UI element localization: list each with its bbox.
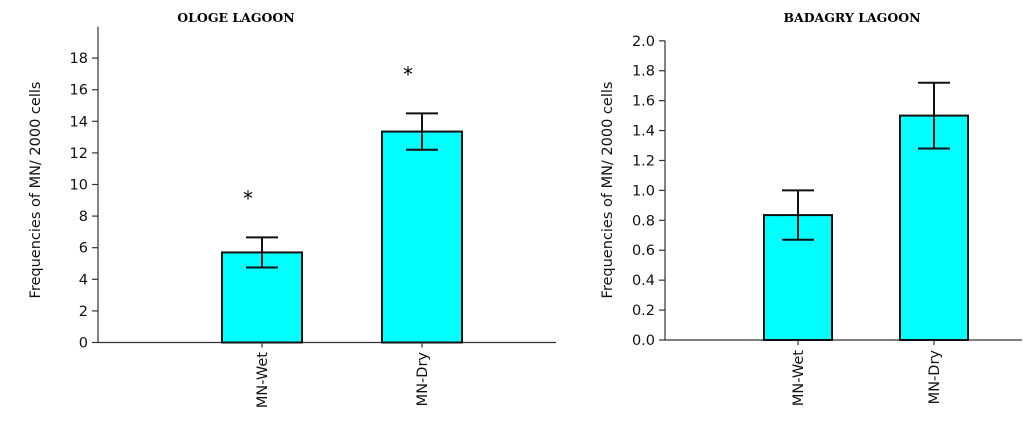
y-tick-label: 1.8 [632, 64, 655, 80]
y-tick-label: 6 [79, 241, 88, 257]
y-axis-label: Frequencies of MN/ 2000 cells [600, 82, 616, 299]
y-tick-label: 4 [79, 272, 88, 288]
y-tick-label: 0 [79, 336, 88, 352]
category-label: MN-Dry [927, 350, 943, 405]
y-tick-label: 8 [79, 209, 88, 225]
y-tick-label: 12 [70, 146, 88, 162]
chart-title: BADAGRY LAGOON [783, 10, 920, 25]
badagry-lagoon-chart: BADAGRY LAGOON Frequencies of MN/ 2000 ce… [600, 10, 1022, 406]
y-tick-label: 2.0 [632, 34, 655, 50]
category-label: MN-Wet [791, 350, 807, 406]
y-tick-label: 0.8 [632, 213, 655, 229]
category-label: MN-Wet [255, 352, 271, 408]
y-tick-label: 1.4 [632, 124, 655, 140]
y-tick-label: 1.6 [632, 94, 655, 110]
y-tick-label: 0.2 [632, 303, 655, 319]
y-tick-label: 1.0 [632, 183, 655, 199]
y-tick-label: 14 [70, 114, 88, 130]
bar [763, 214, 833, 341]
y-tick-label: 10 [70, 178, 88, 194]
significance-marker: * [243, 186, 253, 210]
y-tick-label: 1.2 [632, 153, 655, 169]
y-tick-label: 0.6 [632, 243, 655, 259]
bar [381, 130, 463, 344]
y-tick-label: 2 [79, 304, 88, 320]
y-tick-label: 0.0 [632, 333, 655, 349]
significance-marker: * [403, 62, 413, 86]
y-tick-label: 18 [70, 51, 88, 67]
y-tick-label: 0.4 [632, 273, 655, 289]
y-tick-label: 16 [70, 83, 88, 99]
y-axis-label: Frequencies of MN/ 2000 cells [28, 82, 44, 299]
chart-title: OLOGE LAGOON [177, 10, 295, 25]
ologe-lagoon-chart: OLOGE LAGOON Frequencies of MN/ 2000 cell… [28, 10, 556, 408]
bar [899, 114, 969, 341]
category-label: MN-Dry [415, 352, 431, 407]
